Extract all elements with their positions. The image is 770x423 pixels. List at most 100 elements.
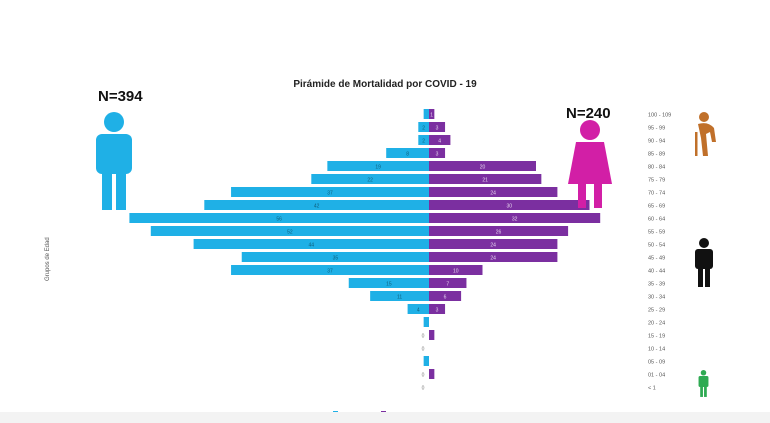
female-data-label: 32 [512, 217, 518, 223]
male-bar [386, 148, 429, 158]
male-data-label: 11 [397, 295, 402, 301]
female-data-label: 3 [436, 152, 439, 158]
female-bar [429, 252, 558, 262]
age-group-tick: 100 - 109 [648, 113, 671, 119]
male-data-label: 0 [422, 347, 425, 353]
female-bar [429, 187, 558, 197]
female-data-label: 7 [446, 282, 449, 288]
age-group-tick: 10 - 14 [648, 347, 665, 353]
female-bar [429, 200, 590, 210]
female-bar [429, 161, 536, 171]
age-group-tick: 60 - 64 [648, 217, 665, 223]
female-bar [429, 135, 451, 145]
age-group-tick: 95 - 99 [648, 126, 665, 132]
male-bar [231, 265, 429, 275]
male-bar [407, 304, 429, 314]
male-data-label: 52 [287, 230, 293, 236]
age-group-tick: 55 - 59 [648, 230, 665, 236]
male-bar [193, 239, 429, 249]
male-data-label: 37 [327, 269, 333, 275]
male-bar [150, 226, 430, 236]
female-bar [429, 291, 462, 301]
male-total-label: N=394 [98, 88, 143, 105]
female-bar [429, 174, 542, 184]
age-group-tick: 75 - 79 [648, 178, 665, 184]
female-bar [429, 226, 569, 236]
female-bar [429, 213, 601, 223]
age-group-tick: 30 - 34 [648, 295, 665, 301]
female-bar [429, 265, 483, 275]
male-bar [423, 356, 429, 366]
female-bar [429, 122, 446, 132]
female-data-label: 3 [436, 126, 439, 132]
female-data-label: 24 [490, 243, 496, 249]
age-group-tick: 20 - 24 [648, 321, 665, 327]
male-data-label: 42 [314, 204, 320, 210]
male-bar [311, 174, 429, 184]
chart-title: Pirámide de Mortalidad por COVID - 19 [293, 79, 477, 90]
male-bar [423, 317, 429, 327]
female-bar [429, 304, 446, 314]
male-bar [370, 291, 429, 301]
age-group-tick: 85 - 89 [648, 152, 665, 158]
female-bar [429, 330, 435, 340]
male-bar [423, 109, 429, 119]
male-bar [348, 278, 429, 288]
elderly-person-icon [695, 112, 716, 156]
female-data-label: 3 [436, 308, 439, 314]
age-group-tick: 01 - 04 [648, 373, 665, 379]
female-data-label: 10 [453, 269, 459, 275]
female-data-label: 24 [490, 256, 496, 262]
male-bar [204, 200, 429, 210]
age-group-tick: 65 - 69 [648, 204, 665, 210]
female-data-label: 24 [490, 191, 496, 197]
male-bar [129, 213, 429, 223]
male-data-label: 2 [422, 126, 425, 132]
male-bar [241, 252, 429, 262]
y-axis-label: Grupos de Edad [45, 237, 51, 281]
male-data-label: 4 [417, 308, 420, 314]
male-data-label: 2 [422, 139, 425, 145]
female-bar [429, 148, 446, 158]
child-person-icon [698, 370, 709, 397]
male-data-label: 22 [367, 178, 373, 184]
male-bar [327, 161, 429, 171]
age-group-tick: 45 - 49 [648, 256, 665, 262]
male-bar [231, 187, 429, 197]
age-group-tick: 25 - 29 [648, 308, 665, 314]
female-person-icon [568, 120, 612, 208]
male-data-label: 8 [406, 152, 409, 158]
female-bar [429, 239, 558, 249]
male-data-label: 19 [375, 165, 381, 171]
female-data-label: 4 [438, 139, 441, 145]
age-group-tick: 05 - 09 [648, 360, 665, 366]
male-person-icon [96, 112, 132, 210]
age-group-tick: 70 - 74 [648, 191, 665, 197]
female-data-label: 21 [482, 178, 488, 184]
male-data-label: 0 [422, 373, 425, 379]
age-group-tick: 90 - 94 [648, 139, 665, 145]
bottom-strip [0, 412, 770, 423]
male-data-label: 37 [327, 191, 333, 197]
female-data-label: 1 [430, 113, 433, 119]
age-group-tick: 50 - 54 [648, 243, 665, 249]
female-data-label: 26 [496, 230, 502, 236]
female-data-label: 20 [480, 165, 486, 171]
female-data-label: 6 [444, 295, 447, 301]
adult-person-icon [695, 238, 713, 287]
male-data-label: 0 [422, 334, 425, 340]
female-bar [429, 109, 435, 119]
female-bar [429, 369, 435, 379]
male-data-label: 15 [386, 282, 392, 288]
female-total-label: N=240 [566, 105, 611, 122]
male-data-label: 44 [309, 243, 315, 249]
male-data-label: 35 [333, 256, 339, 262]
male-data-label: 56 [276, 217, 282, 223]
age-group-tick: 35 - 39 [648, 282, 665, 288]
male-bar [418, 122, 429, 132]
age-group-tick: < 1 [648, 386, 656, 392]
age-group-tick: 80 - 84 [648, 165, 665, 171]
female-bar [429, 278, 467, 288]
